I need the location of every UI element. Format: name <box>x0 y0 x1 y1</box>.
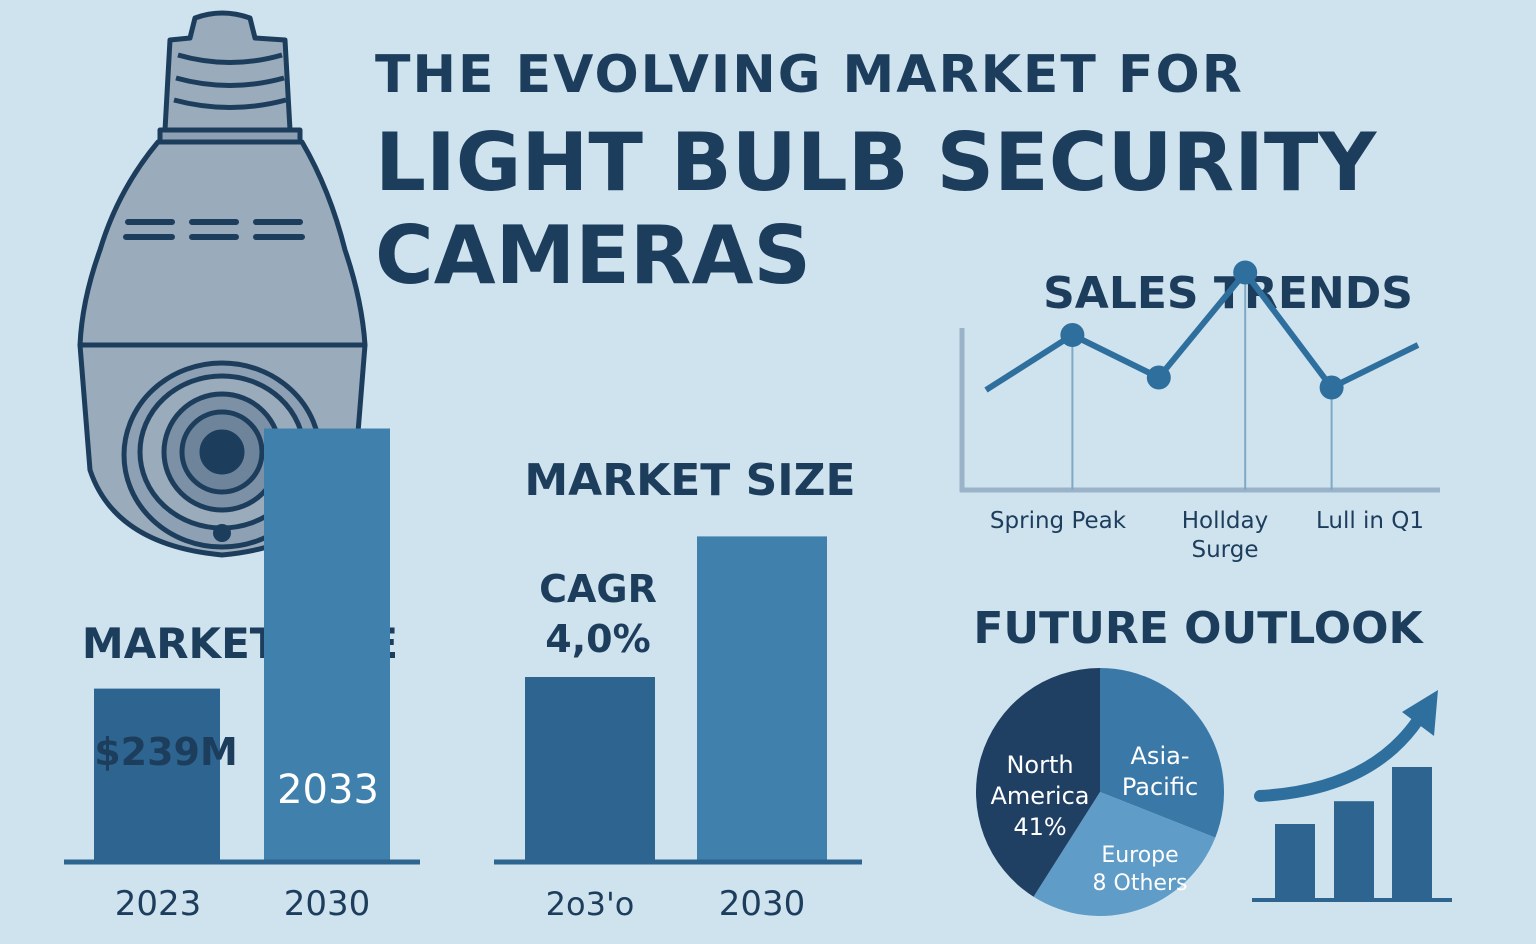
series-line <box>984 269 1420 393</box>
data-point <box>1319 375 1344 400</box>
bar <box>1275 824 1315 900</box>
cagr-label: CAGR <box>539 567 657 611</box>
pie-slice-label: 41% <box>1013 813 1066 841</box>
market-size-chart-left: MARKET SIZE 2023 2030 $239M 2033 <box>64 428 420 924</box>
title-line-1: THE EVOLVING MARKET FOR <box>375 45 1244 105</box>
future-outlook-pie: FUTURE OUTLOOK North America 41% Asia- P… <box>973 603 1425 916</box>
x-tick-label: 2030 <box>719 884 806 924</box>
x-tick-label: 2o3'o <box>546 885 635 923</box>
bar <box>525 677 655 862</box>
x-tick-label: 2023 <box>115 884 202 924</box>
cagr-value: 4,0% <box>545 617 650 661</box>
pie-slice-label: North <box>1006 751 1073 779</box>
pie-slice <box>1033 792 1216 916</box>
annotation-label: Spring Peak <box>990 508 1127 534</box>
annotation-label: Surge <box>1192 537 1259 563</box>
bar <box>264 428 390 862</box>
chart-title: FUTURE OUTLOOK <box>973 603 1424 654</box>
pie-slice-label: Pacific <box>1122 773 1198 801</box>
bar <box>94 688 220 862</box>
growth-bars-chart <box>1252 690 1452 902</box>
annotation-label: Lull in Q1 <box>1316 508 1424 534</box>
chart-title: MARKET SIZE <box>524 455 855 506</box>
bar <box>697 536 827 862</box>
trend-arrow-icon <box>1254 690 1438 802</box>
pie-slice-label: Europe <box>1101 843 1178 868</box>
x-tick-label: 2030 <box>284 884 371 924</box>
bar <box>1392 767 1432 900</box>
data-point <box>1146 365 1171 390</box>
bar-value-label: 2033 <box>277 767 379 813</box>
bar <box>1334 801 1374 900</box>
annotation-label: Hollday <box>1182 508 1268 534</box>
bar-value-label: $239M <box>94 730 238 774</box>
pie-slice-label: Asia- <box>1131 742 1190 770</box>
data-point <box>1060 323 1085 347</box>
pie-slice-label: 8 Others <box>1093 871 1188 896</box>
market-size-chart-middle: MARKET SIZE CAGR 4,0% 2o3'o 2030 <box>494 455 862 924</box>
sales-trends-chart: SALES TRENDS Spring Peak Hollday Surge L… <box>959 260 1440 563</box>
pie-slice <box>1100 668 1224 838</box>
pie-slice-label: America <box>991 782 1090 810</box>
title-line-3: CAMERAS <box>375 209 811 302</box>
title-line-2: LIGHT BULB SECURITY <box>375 116 1377 209</box>
pie-slice <box>976 668 1100 897</box>
data-point <box>1233 260 1258 285</box>
